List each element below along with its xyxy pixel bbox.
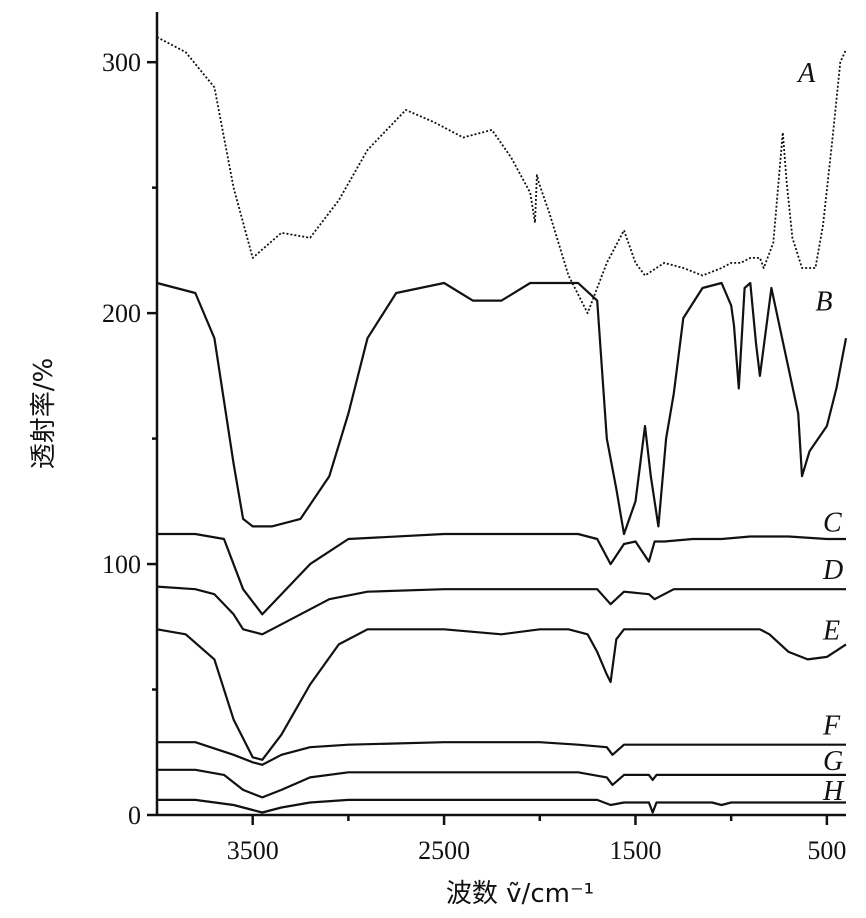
y-tick-label-100: 100	[102, 550, 141, 579]
series-line-G	[157, 768, 846, 799]
series-line-F	[157, 741, 846, 766]
series-label-B: B	[815, 287, 832, 318]
series-line-A	[156, 36, 847, 314]
x-tick-label-3500: 3500	[227, 836, 279, 865]
series-label-H: H	[822, 776, 845, 807]
series-label-G: G	[823, 746, 843, 777]
series-label-F: F	[822, 711, 841, 742]
series-label-C: C	[823, 507, 842, 538]
y-axis-title: 透射率/%	[29, 358, 59, 469]
series-label-E: E	[822, 615, 840, 646]
x-axis-title: 波数 ṽ/cm⁻¹	[446, 879, 594, 909]
series-group	[156, 36, 848, 814]
series-line-H	[157, 798, 846, 814]
plot-area	[155, 12, 846, 817]
series-line-B	[156, 281, 848, 536]
series-line-E	[156, 628, 847, 761]
series-label-D: D	[822, 555, 843, 586]
series-line-C	[157, 532, 846, 616]
series-line-D	[156, 585, 846, 636]
x-tick-label-1500: 1500	[609, 836, 661, 865]
x-tick-label-500: 500	[807, 836, 846, 865]
series-label-A: A	[796, 58, 816, 89]
x-tick-label-2500: 2500	[418, 836, 470, 865]
y-tick-label-300: 300	[102, 48, 141, 77]
axis-ticks: 0 100 200 300 3500 2500 1500 500	[102, 48, 846, 865]
series-labels: A B CDE FGH	[796, 58, 845, 807]
y-tick-label-0: 0	[128, 801, 141, 830]
y-tick-label-200: 200	[102, 299, 141, 328]
